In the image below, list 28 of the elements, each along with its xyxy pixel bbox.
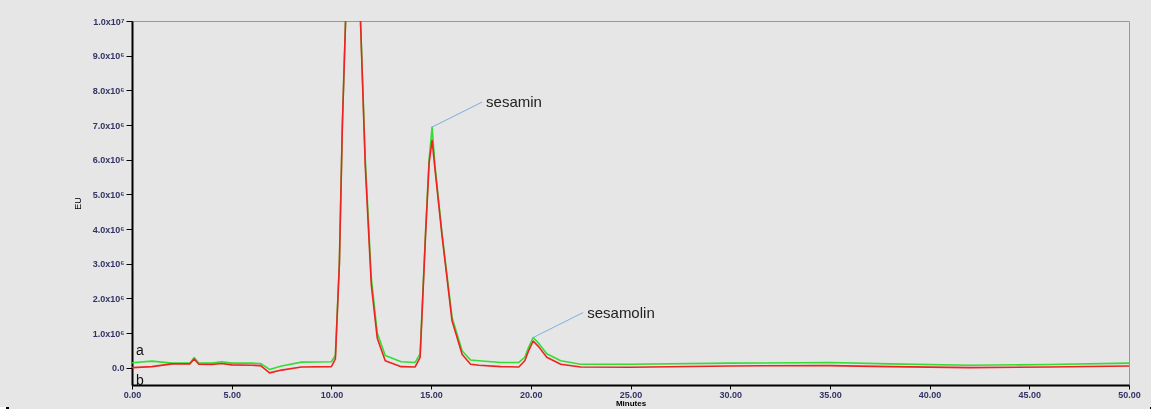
- x-tick-label: 35.00: [819, 389, 842, 400]
- x-axis-title: Minutes: [615, 398, 647, 408]
- y-tick-label: 4.0x10⁶: [92, 224, 125, 235]
- annotation: sesamin: [486, 93, 542, 111]
- y-tick-label: 3.0x10⁶: [92, 259, 125, 270]
- x-tick-label: 30.00: [719, 389, 742, 400]
- y-tick-label: 8.0x10⁶: [92, 85, 125, 96]
- y-tick-label: 7.0x10⁶: [92, 120, 125, 131]
- x-tick-label: 25.00: [619, 389, 643, 400]
- x-tick-label: 0.00: [123, 389, 142, 400]
- series-label: b: [136, 371, 144, 388]
- x-tick-label: 50.00: [1118, 389, 1141, 400]
- x-tick-label: 40.00: [918, 389, 942, 400]
- y-tick-label: 5.0x10⁶: [92, 189, 125, 200]
- x-tick-label: 15.00: [420, 389, 443, 400]
- x-tick-label: 45.00: [1018, 389, 1042, 400]
- y-tick-label: 6.0x10⁶: [92, 155, 125, 166]
- series-label: a: [136, 341, 144, 358]
- x-tick-label: 5.00: [223, 389, 241, 400]
- x-tick-label: 20.00: [520, 389, 543, 400]
- y-tick-label: 1.0x10⁷: [93, 16, 125, 27]
- y-tick-label: 9.0x10⁶: [92, 51, 125, 62]
- x-tick-label: 10.00: [320, 389, 344, 400]
- y-tick-label: 1.0x10⁶: [92, 328, 125, 339]
- y-tick-label: 2.0x10⁶: [92, 293, 125, 304]
- annotation: sesamolin: [587, 303, 655, 321]
- y-axis-title: EU: [72, 197, 83, 210]
- y-tick-label: 0.0: [111, 363, 125, 374]
